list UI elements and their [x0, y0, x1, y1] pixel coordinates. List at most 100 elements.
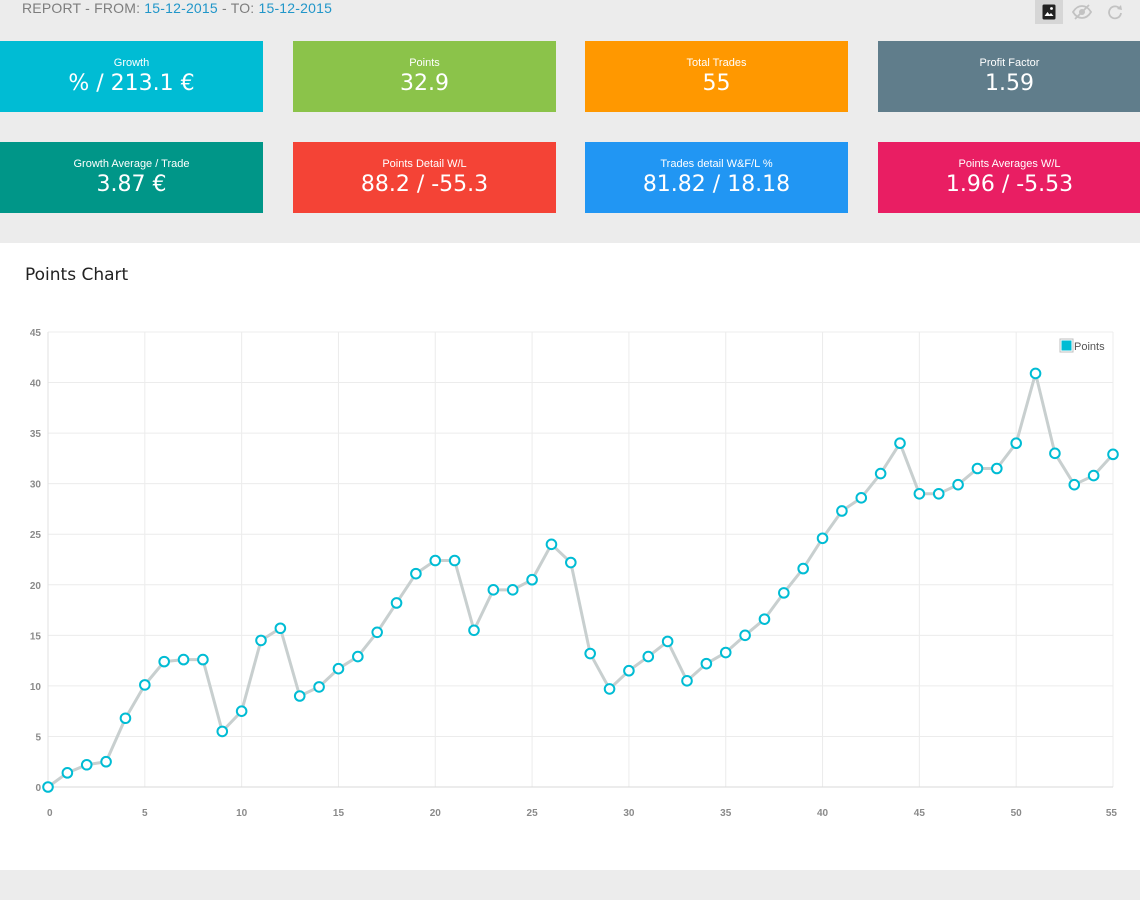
data-point — [1029, 367, 1042, 380]
x-tick-label: 55 — [1106, 808, 1118, 819]
report-prefix: REPORT - FROM: — [22, 0, 145, 16]
x-tick-label: 0 — [47, 808, 53, 819]
tile-value: % / 213.1 € — [68, 71, 195, 96]
tile-value: 55 — [702, 71, 731, 96]
x-tick-label: 40 — [817, 808, 829, 819]
tile-points: Points 32.9 — [293, 41, 556, 112]
data-point — [119, 712, 132, 725]
x-tick-label: 30 — [623, 808, 635, 819]
y-tick-label: 45 — [30, 328, 42, 339]
data-point — [352, 650, 364, 663]
y-tick-label: 25 — [30, 530, 42, 541]
data-point — [216, 725, 229, 738]
data-point — [991, 462, 1003, 475]
y-tick-label: 0 — [35, 783, 41, 794]
data-point — [526, 573, 538, 586]
data-point — [565, 556, 577, 569]
data-point — [235, 705, 248, 717]
data-point — [448, 554, 461, 567]
y-tick-label: 15 — [30, 631, 42, 642]
image-bookmark-icon — [1042, 4, 1056, 20]
data-point — [623, 664, 635, 677]
data-point — [894, 437, 906, 450]
legend-swatch — [1060, 339, 1073, 352]
y-tick-label: 20 — [30, 581, 42, 592]
data-point — [874, 467, 887, 480]
data-point — [1068, 478, 1081, 491]
legend-label: Points — [1074, 341, 1105, 353]
data-point — [797, 562, 809, 575]
data-point — [836, 505, 848, 517]
top-bar: REPORT - FROM: 15-12-2015 - TO: 15-12-20… — [0, 0, 1140, 24]
tile-label: Total Trades — [686, 57, 747, 69]
data-point — [255, 634, 267, 647]
tile-points-averages: Points Averages W/L 1.96 / -5.53 — [878, 142, 1140, 213]
tile-points-detail: Points Detail W/L 88.2 / -55.3 — [293, 142, 556, 213]
hide-button[interactable] — [1068, 0, 1096, 24]
data-point — [816, 532, 829, 545]
data-point — [642, 650, 655, 663]
data-point — [429, 554, 442, 567]
x-tick-label: 50 — [1011, 808, 1023, 819]
data-point — [855, 492, 868, 504]
y-tick-label: 40 — [30, 379, 42, 390]
data-point — [700, 657, 713, 670]
tile-label: Trades detail W&F/L % — [660, 158, 773, 170]
y-tick-label: 30 — [30, 480, 42, 491]
data-point — [913, 487, 926, 500]
y-tick-label: 5 — [35, 732, 41, 743]
refresh-button[interactable] — [1101, 0, 1129, 24]
x-tick-label: 20 — [430, 808, 442, 819]
tile-growth: Growth % / 213.1 € — [0, 41, 263, 112]
to-date[interactable]: 15-12-2015 — [258, 0, 333, 16]
tile-label: Growth — [113, 57, 150, 69]
points-chart-panel: Points Chart 0 5 10 15 20 25 30 35 40 45 0 5 10 15 20 2… — [0, 243, 1140, 870]
tile-value: 3.87 € — [96, 172, 167, 197]
tile-value: 88.2 / -55.3 — [360, 172, 489, 197]
tile-label: Points Averages W/L — [958, 158, 1061, 170]
x-tick-label: 25 — [527, 808, 539, 819]
data-point — [487, 584, 500, 596]
data-point — [293, 690, 306, 702]
tile-value: 81.82 / 18.18 — [642, 172, 791, 197]
data-point — [61, 767, 74, 779]
data-point — [506, 584, 519, 596]
x-tick-label: 15 — [333, 808, 345, 819]
x-tick-label: 35 — [720, 808, 732, 819]
data-point — [274, 622, 287, 635]
data-point — [1010, 437, 1022, 450]
data-point — [603, 683, 616, 695]
data-point — [158, 655, 170, 668]
data-point — [719, 646, 732, 659]
data-point — [313, 681, 325, 693]
tile-profit-factor: Profit Factor 1.59 — [878, 41, 1140, 112]
data-point — [371, 626, 383, 639]
data-point — [1087, 469, 1100, 482]
data-point — [468, 624, 480, 637]
tile-label: Points — [409, 57, 440, 69]
tile-label: Points Detail W/L — [382, 158, 467, 170]
report-range: REPORT - FROM: 15-12-2015 - TO: 15-12-20… — [22, 0, 332, 16]
data-point — [80, 758, 93, 771]
data-point — [197, 653, 209, 666]
data-point — [681, 675, 693, 687]
y-tick-label: 10 — [30, 682, 42, 693]
from-date[interactable]: 15-12-2015 — [144, 0, 218, 16]
data-point — [778, 587, 790, 599]
data-point — [100, 755, 112, 768]
data-point — [1107, 448, 1119, 461]
data-point — [758, 613, 771, 625]
tile-label: Growth Average / Trade — [73, 158, 190, 170]
data-point — [661, 635, 674, 648]
tile-label: Profit Factor — [979, 57, 1040, 69]
tile-value: 1.96 / -5.53 — [945, 172, 1074, 197]
points-chart[interactable]: 0 5 10 15 20 25 30 35 40 45 0 5 10 15 20 25 30 35 40 45 50 55… — [0, 243, 1140, 870]
panel-title: Points Chart — [25, 265, 129, 285]
image-bookmark-button[interactable] — [1035, 0, 1063, 24]
tile-value: 1.59 — [985, 71, 1034, 96]
data-point — [410, 567, 422, 580]
data-point — [42, 781, 54, 793]
data-point — [332, 662, 345, 675]
to-prefix: - TO: — [217, 0, 259, 16]
data-point — [952, 478, 964, 491]
